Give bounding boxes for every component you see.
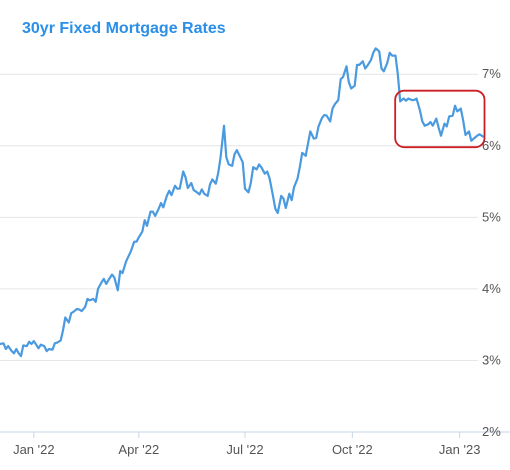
x-tick-label: Jan '22: [13, 442, 55, 457]
x-axis: [0, 431, 510, 438]
y-tick-label: 3%: [482, 352, 501, 367]
highlight-box: [394, 89, 486, 149]
x-tick-label: Apr '22: [118, 442, 159, 457]
annotation-layer: [394, 89, 486, 149]
gridlines: [0, 73, 478, 361]
y-tick-label: 5%: [482, 209, 501, 224]
series-line: [0, 47, 485, 358]
x-tick-label: Jan '23: [439, 442, 481, 457]
chart-title: 30yr Fixed Mortgage Rates: [22, 20, 226, 37]
y-tick-label: 2%: [482, 424, 501, 439]
series-layer: [0, 47, 485, 358]
tick-labels: 2% 3% 4% 5% 6% 7% Jan '22 Apr '22 Jul '22 Oct '22…: [13, 66, 501, 457]
x-tick-label: Jul '22: [226, 442, 263, 457]
x-tick-label: Oct '22: [332, 442, 373, 457]
y-tick-label: 4%: [482, 281, 501, 296]
y-tick-label: 7%: [482, 66, 501, 81]
y-tick-label: 6%: [482, 138, 501, 153]
